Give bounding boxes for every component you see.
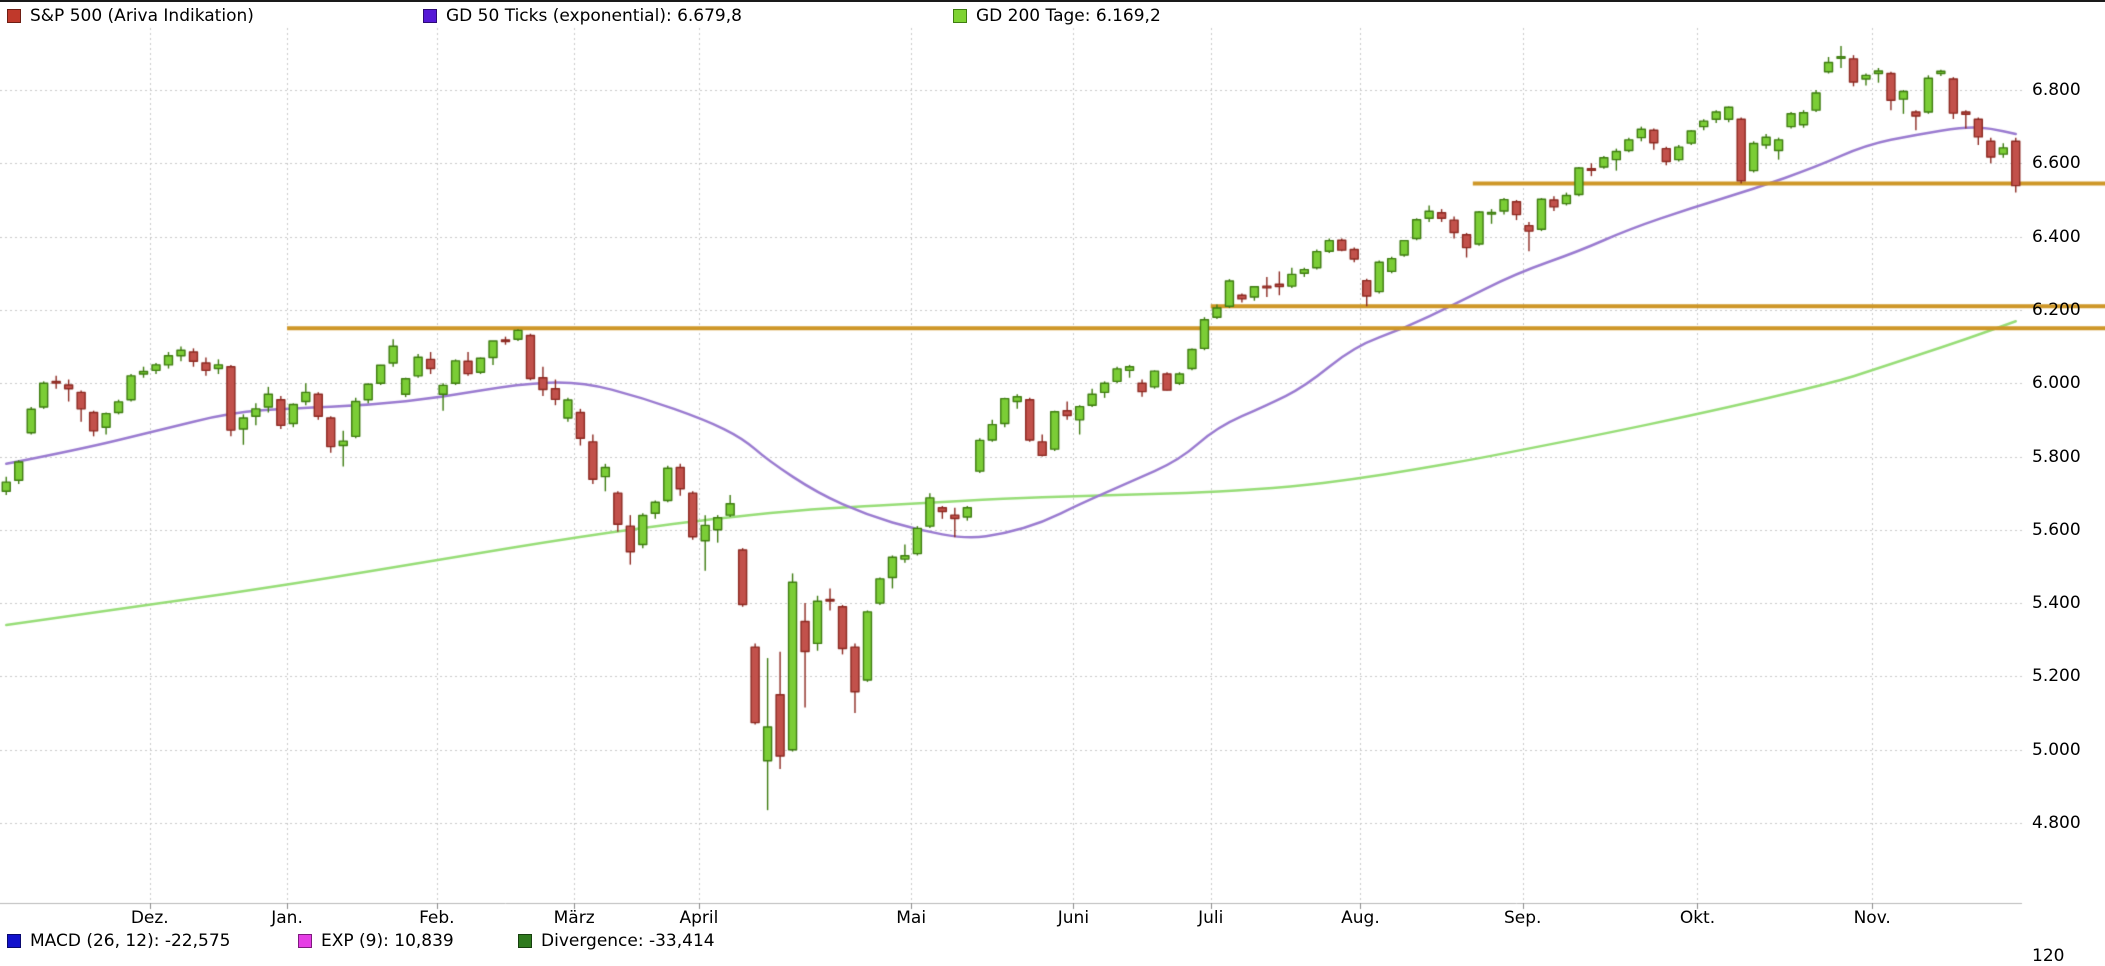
y-axis-label: 5.000 [2032, 739, 2081, 760]
x-axis-label: März [553, 908, 595, 928]
y-axis-label: 5.200 [2032, 666, 2081, 687]
x-axis-label: Aug. [1341, 908, 1380, 928]
y-axis-label: 6.600 [2032, 153, 2081, 174]
x-axis-label: Juli [1198, 908, 1224, 928]
macd-axis-label: 120 [2032, 946, 2065, 966]
x-axis-label: Feb. [419, 908, 455, 928]
gd200-series-label: GD 200 Tage: 6.169,2 [976, 6, 1161, 26]
x-axis-label: Dez. [130, 908, 169, 928]
macd-series-swatch-icon [7, 934, 21, 948]
divergence-series-label: Divergence: -33,414 [541, 931, 715, 951]
sp500-series-swatch-icon [7, 9, 21, 23]
macd-series-label: MACD (26, 12): -22,575 [30, 931, 231, 951]
y-axis-label: 4.800 [2032, 813, 2081, 833]
exp-series-swatch-icon [298, 934, 312, 948]
y-axis-label: 6.400 [2032, 226, 2081, 247]
exp-series-label: EXP (9): 10,839 [321, 931, 454, 951]
y-axis-label: 6.000 [2032, 373, 2081, 394]
gd50-series-swatch-icon [423, 9, 437, 23]
gd200-series-swatch-icon [953, 9, 967, 23]
sp500-series-label: S&P 500 (Ariva Indikation) [30, 6, 254, 26]
y-axis-label: 5.600 [2032, 519, 2081, 540]
x-axis-label: Sep. [1504, 908, 1542, 928]
x-axis-label: Okt. [1679, 908, 1716, 928]
legend-item-gd50: GD 50 Ticks (exponential): 6.679,8 [423, 7, 742, 25]
x-axis-label: Jan. [271, 908, 303, 928]
y-axis-label: 5.400 [2032, 593, 2081, 614]
x-axis-label: Nov. [1853, 908, 1891, 928]
divergence-series-swatch-icon [518, 934, 532, 948]
gd50-series-label: GD 50 Ticks (exponential): 6.679,8 [446, 6, 742, 26]
legend-item-gd200: GD 200 Tage: 6.169,2 [953, 7, 1161, 25]
x-axis-label: April [679, 908, 719, 928]
top-border [0, 0, 2105, 2]
legend-item-sp500: S&P 500 (Ariva Indikation) [7, 7, 254, 25]
y-axis-label: 6.200 [2032, 299, 2081, 320]
legend-item-exp: EXP (9): 10,839 [298, 932, 454, 950]
y-axis-label: 5.800 [2032, 446, 2081, 467]
x-axis-label: Juni [1057, 908, 1090, 928]
legend-item-macd: MACD (26, 12): -22,575 [7, 932, 230, 950]
x-axis-label: Mai [896, 908, 927, 928]
y-axis-label: 6.800 [2032, 80, 2081, 100]
legend-item-divergence: Divergence: -33,414 [518, 932, 715, 950]
